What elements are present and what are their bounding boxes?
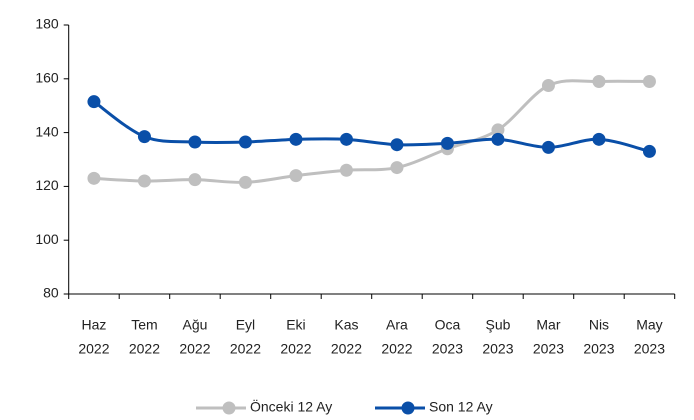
x-tick-label: Kas: [334, 317, 358, 333]
x-tick-label: Haz: [81, 317, 106, 333]
point: [592, 74, 606, 88]
point: [541, 79, 555, 93]
y-tick-label: 80: [43, 285, 59, 301]
point: [440, 136, 454, 150]
x-tick-label: 2022: [381, 341, 412, 357]
point: [491, 123, 505, 137]
y-tick-label: 180: [35, 16, 59, 32]
x-tick-label: 2022: [179, 341, 210, 357]
x-tick-label: 2022: [129, 341, 160, 357]
legend-marker: [222, 401, 236, 415]
x-tick-label: 2022: [280, 341, 311, 357]
x-tick-label: 2022: [331, 341, 362, 357]
series-line: [93, 100, 650, 153]
point: [541, 140, 555, 154]
y-tick-label: 160: [35, 70, 59, 86]
legend-label: Önceki 12 Ay: [250, 398, 332, 415]
point: [137, 174, 151, 188]
point: [390, 161, 404, 175]
x-tick-label: 2023: [432, 341, 463, 357]
point: [188, 173, 202, 187]
point: [238, 135, 252, 149]
x-tick-label: 2022: [230, 341, 261, 357]
point: [339, 163, 353, 177]
point: [390, 138, 404, 152]
point: [238, 175, 252, 189]
x-tick-label: 2023: [533, 341, 564, 357]
x-tick-label: Tem: [131, 317, 157, 333]
point: [339, 132, 353, 146]
x-tick-label: 2023: [583, 341, 614, 357]
point: [642, 144, 656, 158]
x-tick-label: Ağu: [182, 317, 207, 333]
x-tick-label: Eyl: [236, 317, 255, 333]
y-tick-label: 120: [35, 177, 59, 193]
x-tick-label: May: [636, 317, 662, 333]
point: [188, 135, 202, 149]
x-tick-label: Mar: [536, 317, 560, 333]
legend-label: Son 12 Ay: [429, 399, 493, 415]
legend-marker: [401, 401, 415, 415]
point: [289, 132, 303, 146]
x-tick-label: Nis: [589, 317, 609, 333]
x-tick-label: Oca: [435, 317, 461, 333]
x-tick-label: 2022: [78, 341, 109, 357]
x-tick-label: Ara: [386, 317, 408, 333]
y-tick-label: 140: [35, 123, 59, 139]
point: [642, 74, 656, 88]
x-tick-label: 2023: [482, 341, 513, 357]
point: [137, 130, 151, 144]
point: [491, 132, 505, 146]
point: [592, 132, 606, 146]
point: [289, 169, 303, 183]
x-tick-label: Şub: [485, 317, 510, 333]
y-tick-label: 100: [35, 231, 59, 247]
point: [87, 95, 101, 109]
x-tick-label: Eki: [286, 317, 305, 333]
point: [87, 171, 101, 185]
x-tick-label: 2023: [634, 341, 665, 357]
series-line: [93, 79, 650, 184]
